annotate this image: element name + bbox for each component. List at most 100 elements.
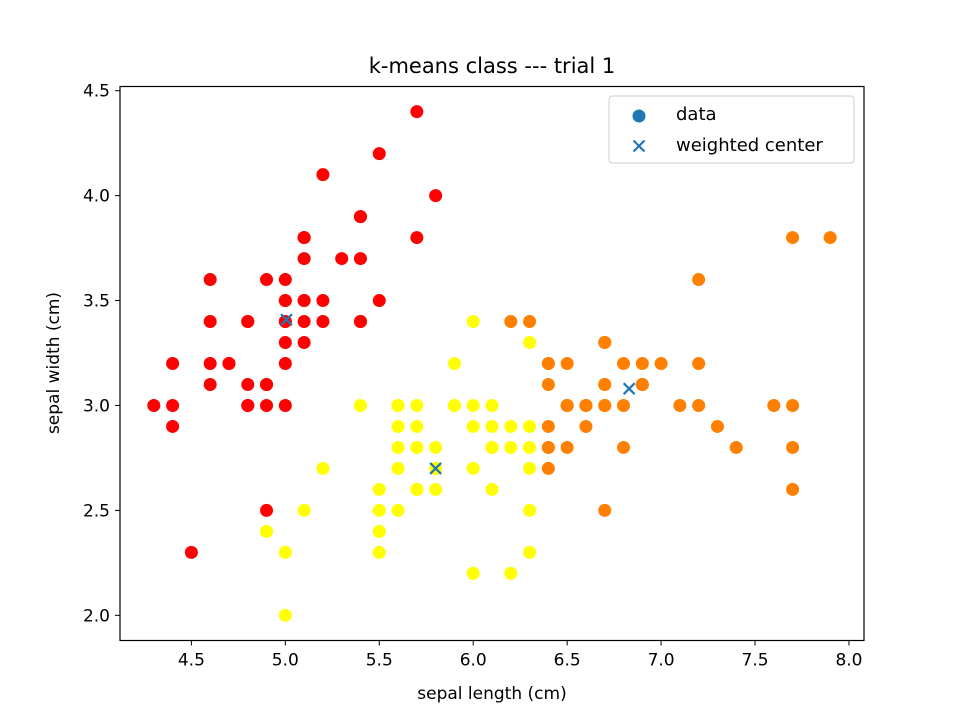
- weighted-center-marker-stroke: [622, 382, 636, 395]
- data-point-cluster-2: [523, 503, 537, 517]
- data-point-cluster-1: [297, 315, 311, 329]
- data-point-cluster-1: [278, 294, 292, 308]
- data-point-cluster-2: [466, 419, 480, 433]
- x-tick-label: 6.5: [554, 651, 581, 671]
- data-point-cluster-3: [579, 419, 593, 433]
- data-point-cluster-1: [203, 357, 217, 370]
- data-point-cluster-2: [410, 440, 424, 454]
- data-point-cluster-1: [372, 294, 386, 308]
- data-point-cluster-2: [485, 419, 499, 433]
- data-point-cluster-1: [353, 252, 367, 266]
- data-point-cluster-2: [278, 608, 292, 622]
- data-point-cluster-2: [523, 336, 537, 350]
- data-point-cluster-2: [391, 461, 405, 475]
- data-point-cluster-2: [504, 440, 518, 454]
- chart-title: k-means class --- trial 1: [369, 54, 616, 78]
- weighted-center-marker-stroke: [429, 462, 442, 475]
- data-point-cluster-1: [241, 315, 255, 329]
- data-point-cluster-3: [541, 377, 555, 391]
- data-point-cluster-2: [278, 545, 292, 559]
- data-point-cluster-3: [635, 357, 649, 370]
- data-point-cluster-3: [560, 398, 574, 412]
- data-point-cluster-3: [786, 398, 800, 412]
- data-point-cluster-2: [297, 503, 311, 517]
- data-point-cluster-2: [429, 482, 443, 496]
- data-point-cluster-3: [823, 231, 837, 245]
- data-point-cluster-2: [466, 315, 480, 329]
- weighted-center-marker-stroke: [280, 313, 293, 326]
- legend-data-label: data: [676, 104, 717, 125]
- data-point-cluster-1: [203, 315, 217, 329]
- data-point-cluster-3: [692, 273, 706, 287]
- data-point-cluster-2: [466, 398, 480, 412]
- data-point-cluster-3: [767, 398, 781, 412]
- data-point-cluster-1: [353, 315, 367, 329]
- data-point-cluster-3: [786, 482, 800, 496]
- data-point-cluster-2: [410, 419, 424, 433]
- x-tick-label: 5.0: [272, 651, 299, 671]
- data-point-cluster-2: [523, 419, 537, 433]
- data-point-cluster-2: [353, 398, 367, 412]
- data-point-cluster-2: [372, 503, 386, 517]
- y-tick-label: 2.5: [83, 501, 110, 521]
- data-point-cluster-3: [654, 357, 668, 370]
- data-point-cluster-2: [485, 440, 499, 454]
- centers-layer: [280, 313, 636, 475]
- data-point-cluster-2: [466, 461, 480, 475]
- data-point-cluster-1: [260, 377, 274, 391]
- data-point-cluster-1: [166, 398, 180, 412]
- data-point-cluster-3: [617, 398, 631, 412]
- data-point-cluster-2: [485, 482, 499, 496]
- data-point-cluster-3: [541, 419, 555, 433]
- data-point-cluster-1: [260, 503, 274, 517]
- data-point-cluster-2: [372, 482, 386, 496]
- data-point-cluster-1: [278, 398, 292, 412]
- data-point-cluster-3: [541, 461, 555, 475]
- data-point-cluster-3: [541, 440, 555, 454]
- data-point-cluster-2: [316, 461, 330, 475]
- data-point-cluster-2: [523, 440, 537, 454]
- data-point-cluster-3: [786, 231, 800, 245]
- data-point-cluster-1: [241, 398, 255, 412]
- data-point-cluster-1: [316, 168, 330, 182]
- x-axis-label: sepal length (cm): [417, 684, 566, 704]
- data-point-cluster-1: [166, 357, 180, 370]
- data-point-cluster-1: [278, 357, 292, 370]
- legend: data weighted center: [608, 95, 855, 164]
- data-point-cluster-3: [786, 440, 800, 454]
- data-point-cluster-3: [560, 440, 574, 454]
- data-point-cluster-1: [372, 147, 386, 161]
- data-point-cluster-2: [447, 357, 461, 370]
- data-point-cluster-2: [372, 545, 386, 559]
- data-point-cluster-1: [241, 377, 255, 391]
- data-point-cluster-1: [353, 210, 367, 224]
- y-tick-label: 4.0: [83, 187, 110, 207]
- data-point-cluster-1: [316, 294, 330, 308]
- data-point-cluster-2: [485, 398, 499, 412]
- legend-x-icon-stroke: [632, 139, 646, 153]
- data-point-cluster-1: [166, 419, 180, 433]
- data-point-cluster-2: [410, 482, 424, 496]
- data-point-cluster-2: [523, 461, 537, 475]
- data-point-cluster-3: [692, 357, 706, 370]
- weighted-center-marker: [280, 313, 293, 326]
- data-point-cluster-3: [541, 357, 555, 370]
- data-point-cluster-2: [391, 503, 405, 517]
- data-point-cluster-3: [692, 398, 706, 412]
- x-tick-label: 4.5: [178, 651, 205, 671]
- data-point-cluster-2: [260, 524, 274, 538]
- y-tick-label: 2.0: [83, 606, 110, 626]
- data-point-cluster-1: [203, 273, 217, 287]
- x-axis: 4.5 5.0 5.5 6.0 6.5 7.0 7.5 8.0: [178, 640, 862, 671]
- data-point-cluster-1: [410, 105, 424, 119]
- data-point-cluster-1: [203, 377, 217, 391]
- data-point-cluster-2: [410, 398, 424, 412]
- weighted-center-marker: [429, 462, 442, 475]
- legend-x-icon: [632, 139, 646, 153]
- data-point-cluster-3: [598, 336, 612, 350]
- data-point-cluster-3: [598, 377, 612, 391]
- data-point-cluster-1: [278, 273, 292, 287]
- points-layer: [147, 105, 837, 622]
- data-point-cluster-3: [504, 315, 518, 329]
- y-axis-label: sepal width (cm): [44, 292, 64, 434]
